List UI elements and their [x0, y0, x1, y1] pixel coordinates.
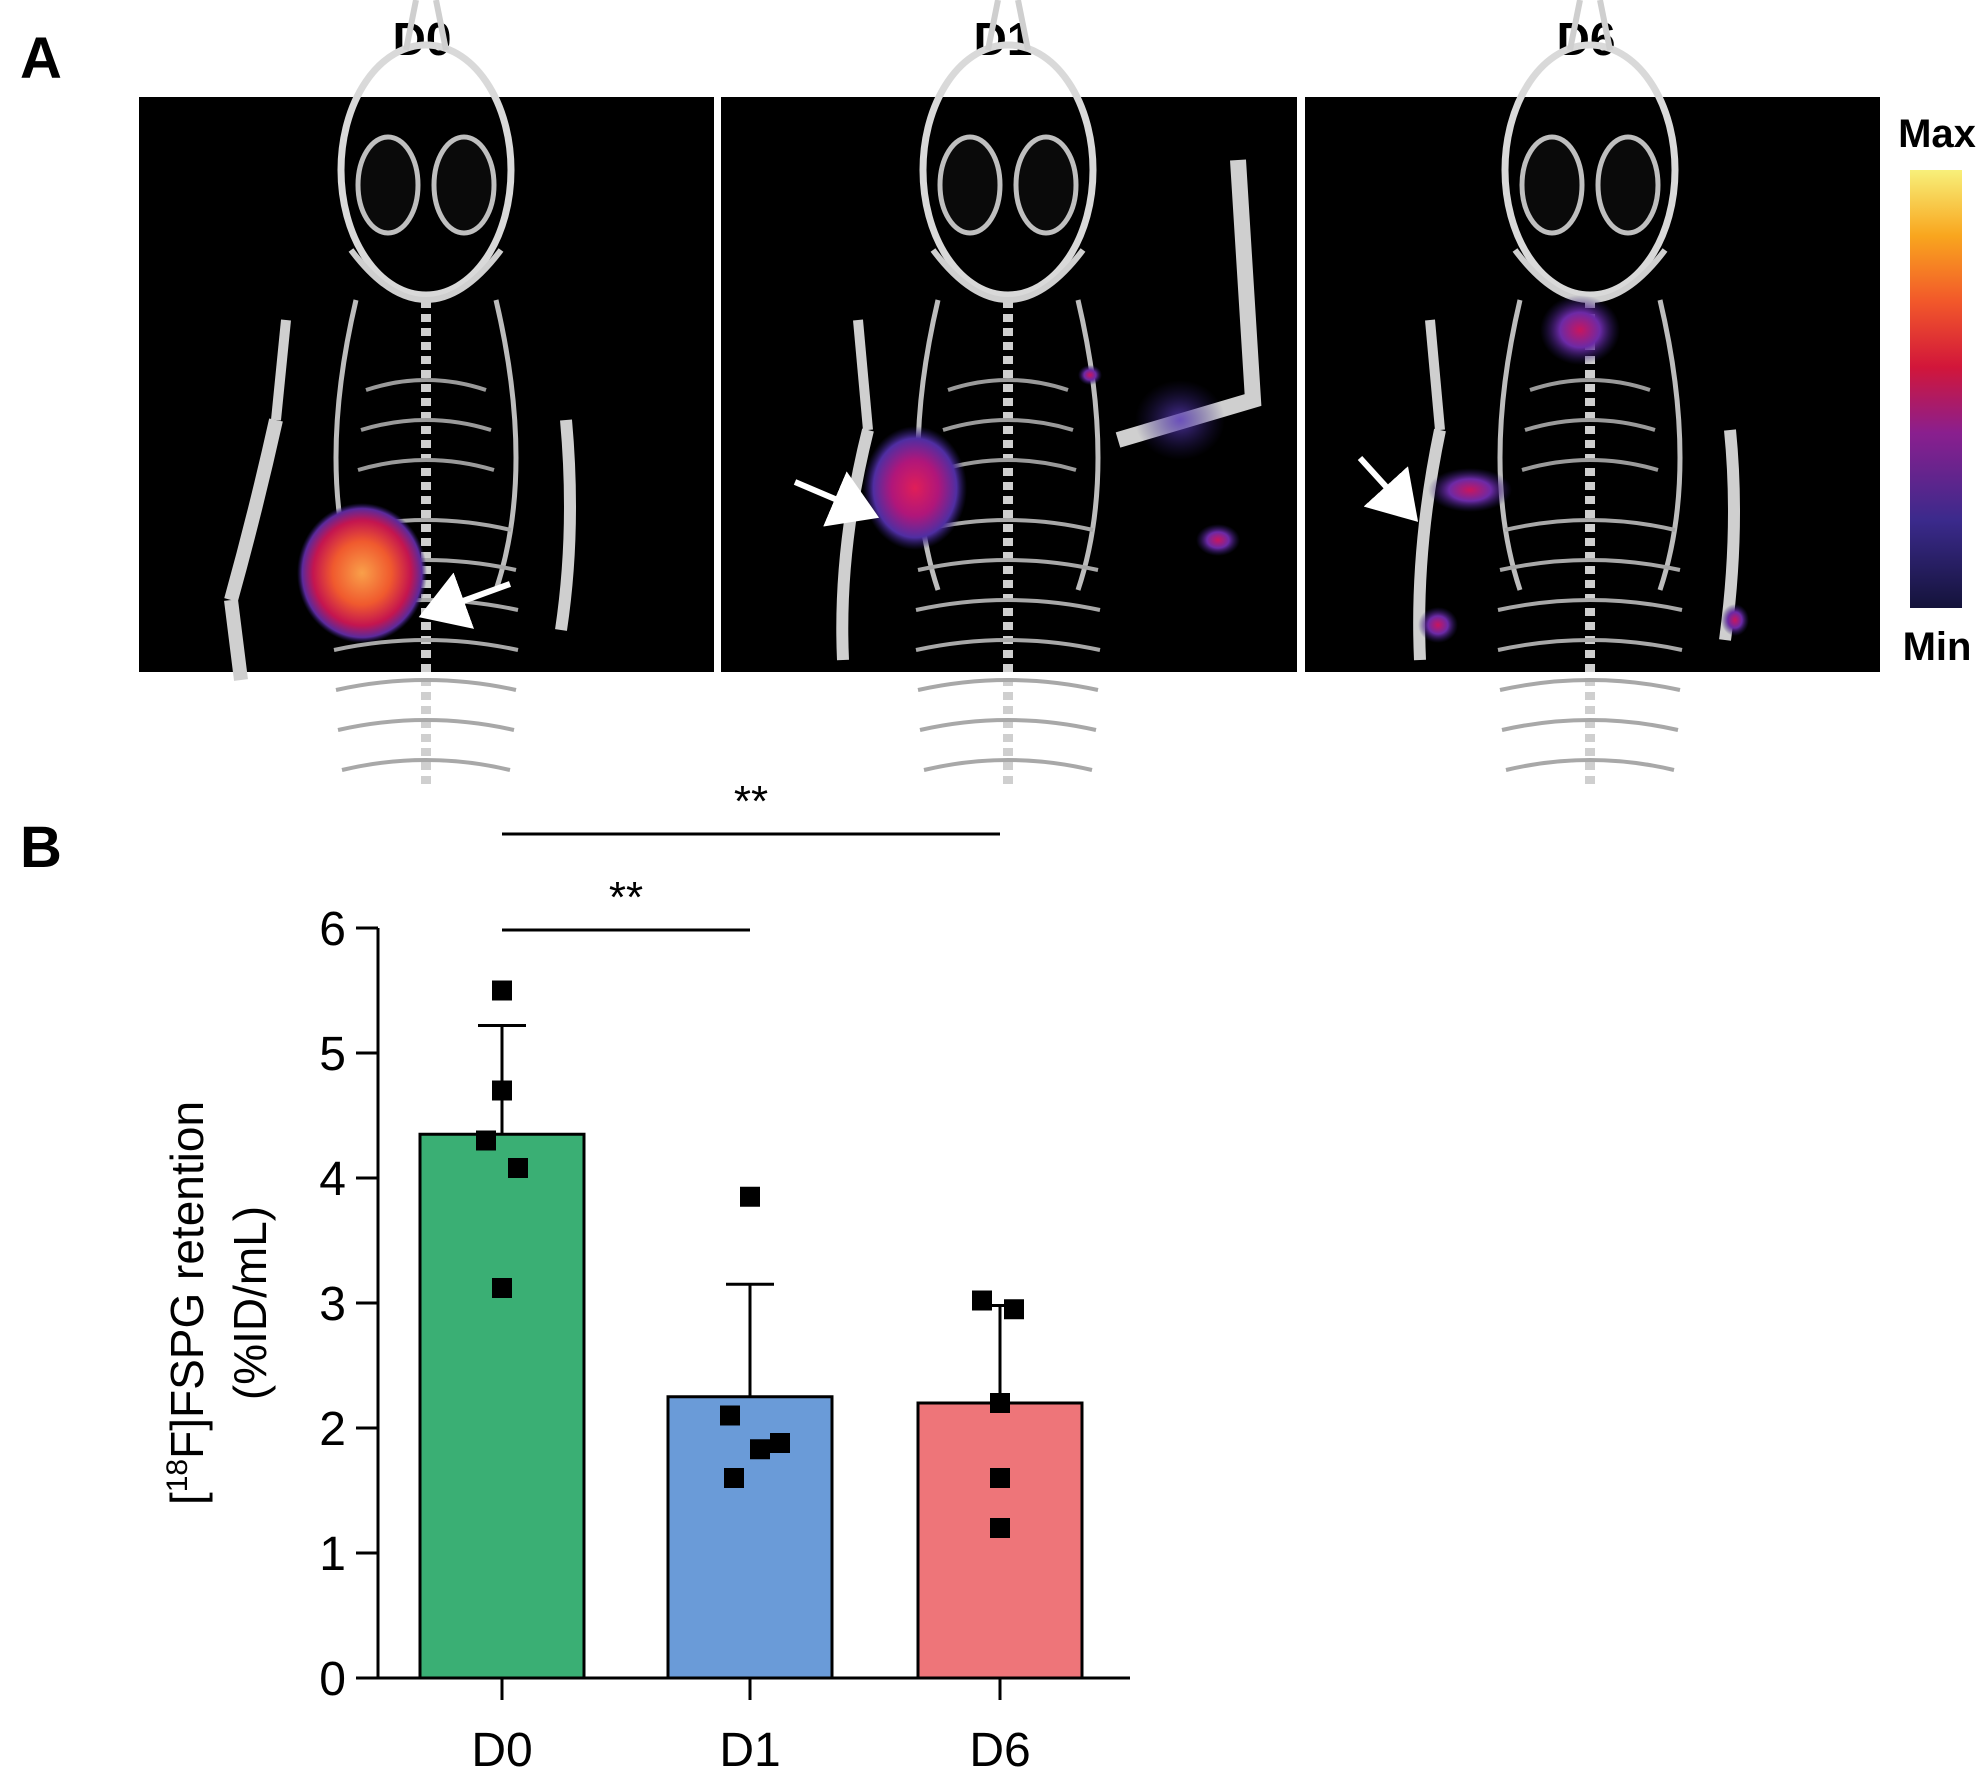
x-tick-label-d1: D1: [719, 1724, 780, 1777]
data-point-d1: [750, 1439, 770, 1460]
colorbar: Max Min: [1898, 112, 1976, 669]
y-axis-label-line2: (%ID/mL): [224, 1206, 276, 1400]
data-point-d6: [1004, 1299, 1024, 1320]
arrow-d1: [793, 471, 880, 527]
data-point-d1: [770, 1433, 790, 1453]
data-point-d0: [492, 1278, 512, 1298]
data-point-d1: [724, 1468, 744, 1488]
panel-a-label: A: [20, 26, 62, 91]
tumor-hotspot-d0: [297, 503, 427, 643]
data-point-d0: [476, 1130, 496, 1151]
y-axis-label-line1: [18F]FSPG retention: [161, 1101, 213, 1505]
y-tick-label: 5: [319, 1028, 346, 1081]
colorbar-max-label: Max: [1898, 112, 1976, 156]
colorbar-min-label: Min: [1903, 625, 1972, 669]
tumor-hotspot-d1: [863, 426, 967, 550]
bar-d6: [916, 1401, 1084, 1680]
image-d6: [1305, 0, 1880, 790]
y-tick-label: 1: [319, 1528, 346, 1581]
bar-chart: 0 1 2 3 4 5 6 D0 D1 D6 [18F]FSPG retention (%ID/mL)…: [161, 777, 1130, 1777]
arrow-d6: [1357, 455, 1419, 522]
data-point-d0: [492, 980, 512, 1001]
x-tick-label-d6: D6: [969, 1724, 1030, 1777]
data-point-d6: [990, 1468, 1010, 1488]
data-point-d0: [508, 1158, 528, 1178]
data-point-d6: [990, 1518, 1010, 1538]
colorbar-gradient: [1910, 170, 1962, 608]
bar-d1: [666, 1395, 834, 1680]
data-point-d0: [492, 1080, 512, 1101]
image-d1: [721, 0, 1297, 790]
y-tick-label: 2: [319, 1403, 346, 1456]
significance-label-d0-d1: **: [609, 873, 643, 922]
image-d0: [139, 0, 714, 790]
data-point-d1: [720, 1405, 740, 1426]
bar-d0: [418, 1132, 586, 1680]
data-point-d6: [990, 1393, 1010, 1413]
significance-label-d0-d6: **: [734, 777, 768, 826]
y-tick-label: 6: [319, 903, 346, 956]
x-tick-label-d0: D0: [471, 1724, 532, 1777]
arrow-d0: [418, 572, 512, 629]
tumor-hotspot-d6: [1428, 468, 1512, 512]
y-tick-label: 3: [319, 1278, 346, 1331]
panel-b-label: B: [20, 815, 62, 880]
data-point-d1: [740, 1186, 760, 1207]
y-tick-label: 0: [319, 1653, 346, 1706]
data-point-d6: [972, 1290, 992, 1311]
y-tick-label: 4: [319, 1153, 346, 1206]
